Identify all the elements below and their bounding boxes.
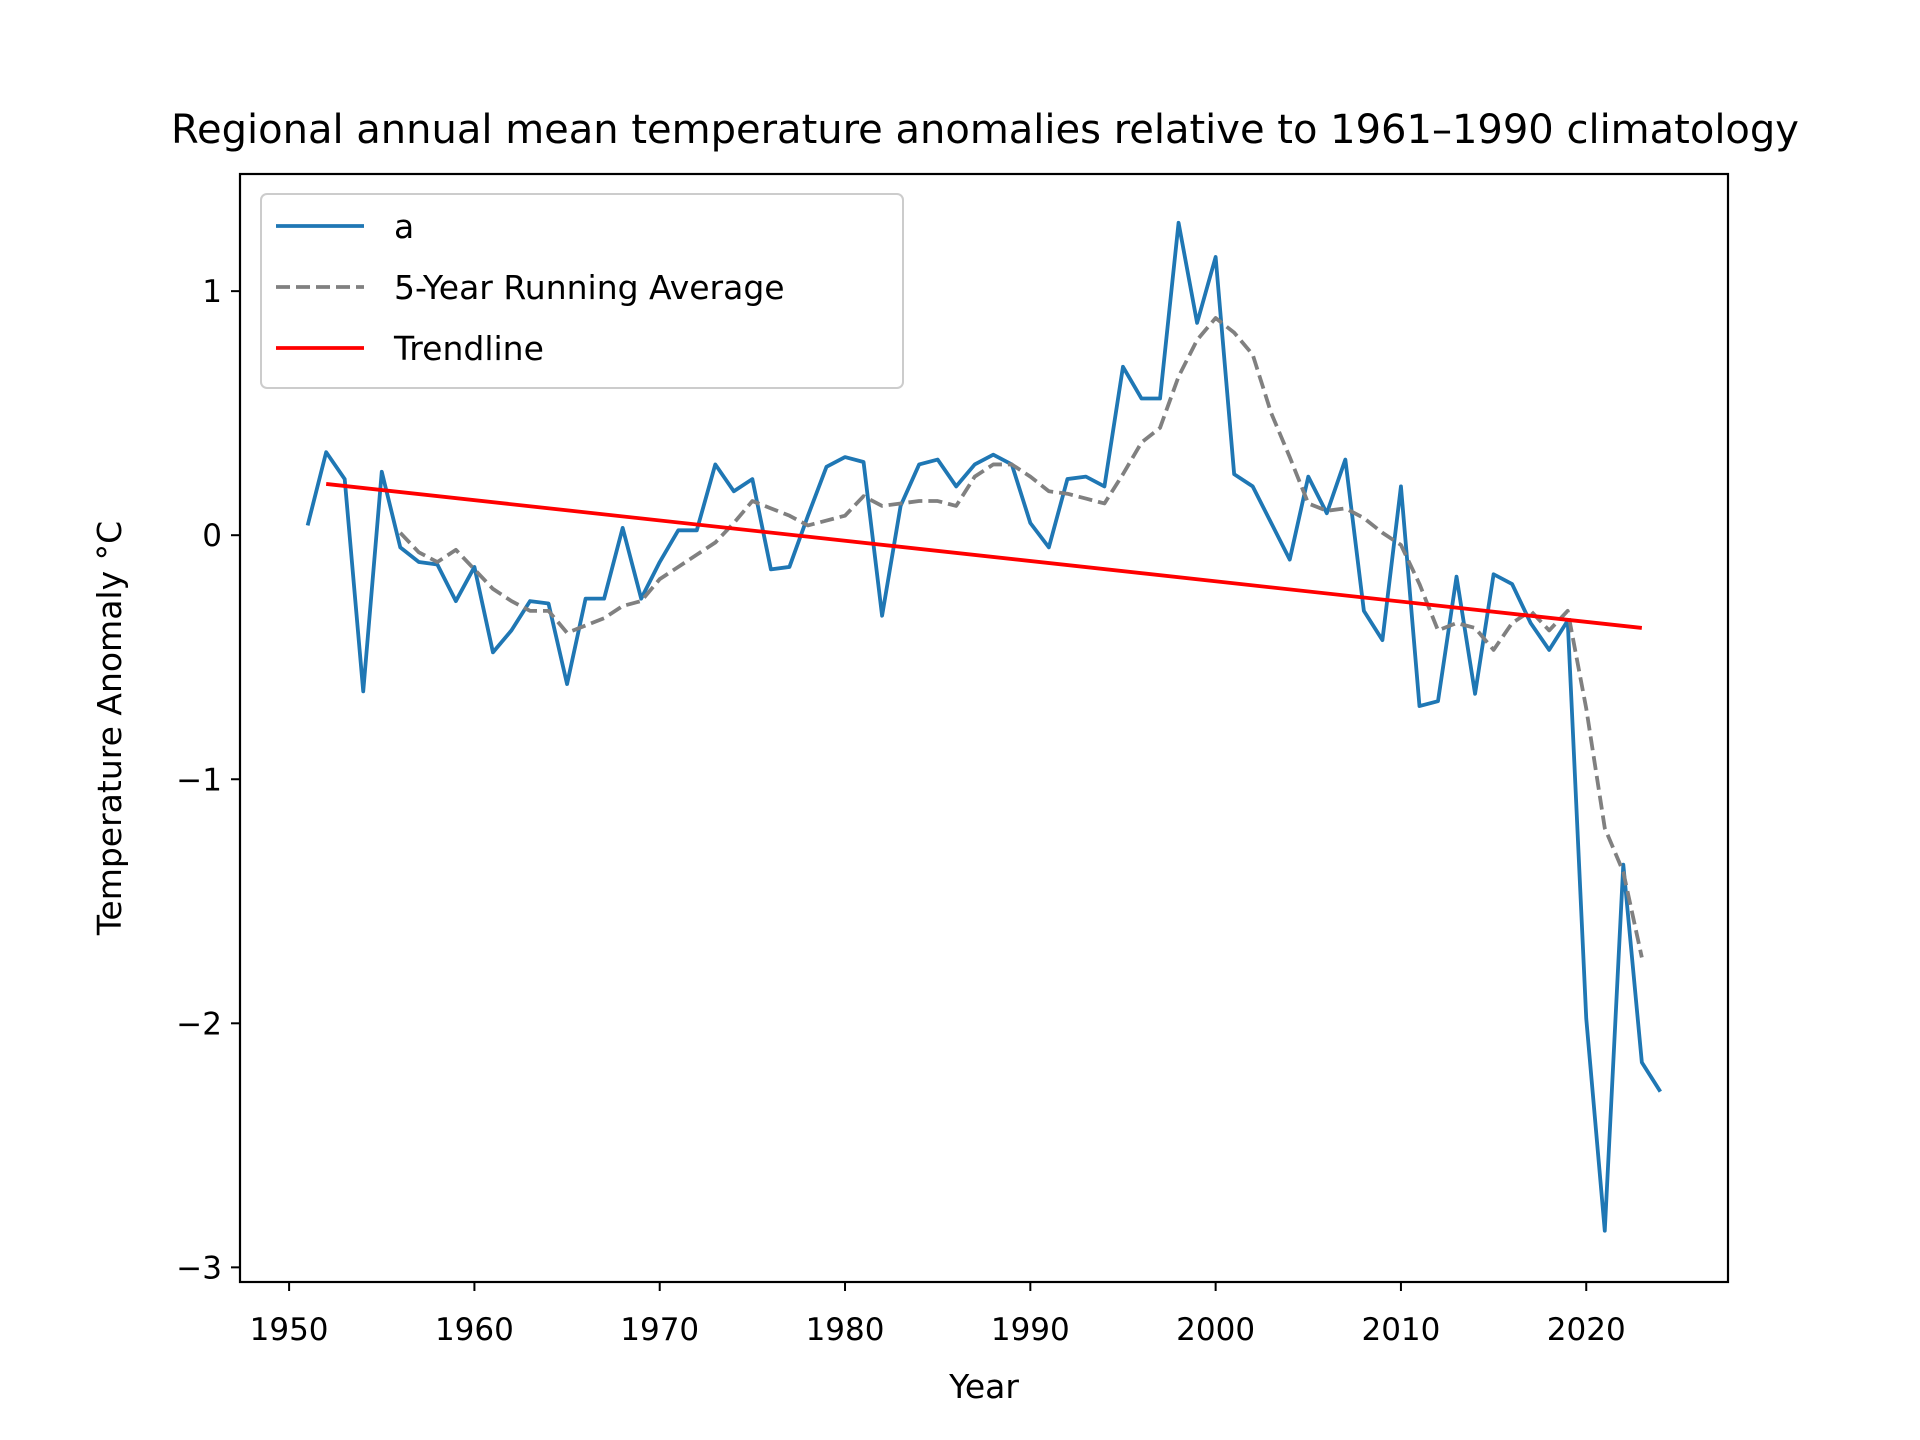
y-axis-label: Temperature Anomaly °C — [90, 521, 129, 936]
legend-label-trendline: Trendline — [393, 329, 544, 368]
y-axis: 1 0 −1 −2 −3 — [176, 274, 240, 1286]
x-tick-label: 1960 — [435, 1312, 514, 1348]
x-tick-label: 1980 — [806, 1312, 885, 1348]
x-axis: 1950 1960 1970 1980 1990 2000 2010 2020 — [250, 1282, 1626, 1348]
y-tick-label: 1 — [202, 274, 222, 310]
legend: a 5-Year Running Average Trendline — [260, 193, 904, 389]
series-line-5-year-running-average — [398, 316, 1644, 958]
x-tick-label: 1970 — [620, 1312, 699, 1348]
plot-frame — [238, 172, 1730, 1284]
x-tick-label: 1990 — [991, 1312, 1070, 1348]
x-axis-label: Year — [948, 1367, 1019, 1406]
x-tick-label: 2010 — [1361, 1312, 1440, 1348]
series-line-trendline — [325, 482, 1643, 630]
y-tick-label: −3 — [176, 1250, 222, 1286]
legend-box — [260, 193, 904, 389]
x-tick-label: 1950 — [250, 1312, 329, 1348]
legend-label-a: a — [394, 207, 414, 246]
x-tick-label: 2000 — [1176, 1312, 1255, 1348]
chart-title: Regional annual mean temperature anomali… — [171, 107, 1799, 153]
y-tick-label: 0 — [202, 518, 222, 554]
legend-label-5-year-running-average: 5-Year Running Average — [394, 268, 785, 307]
x-tick-label: 2020 — [1547, 1312, 1626, 1348]
y-tick-label: −1 — [176, 762, 222, 798]
series-layer — [305, 220, 1662, 1233]
y-tick-label: −2 — [176, 1006, 222, 1042]
series-line-a — [305, 220, 1662, 1233]
